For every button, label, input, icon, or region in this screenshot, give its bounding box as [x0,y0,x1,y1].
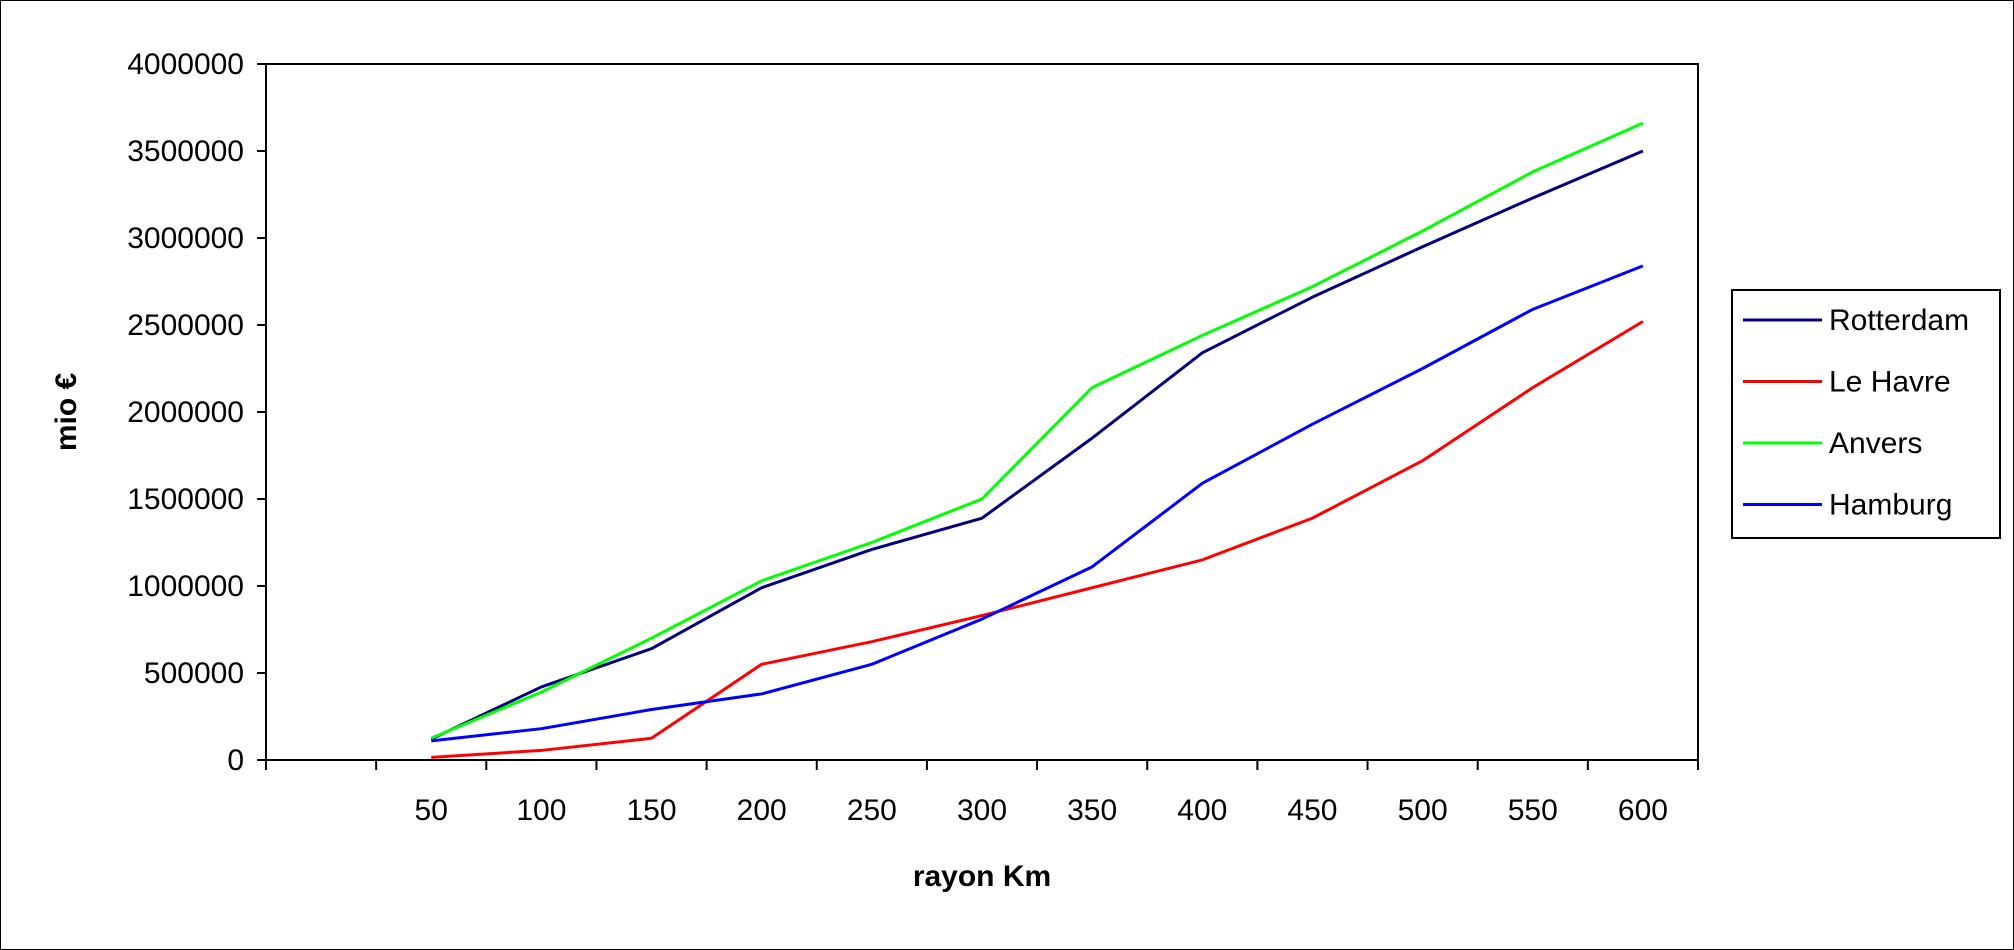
y-tick-label: 3000000 [127,222,244,255]
legend-box [1731,289,2001,539]
x-tick-label: 400 [1177,794,1227,827]
x-tick-label: 300 [957,794,1007,827]
y-tick-label: 2000000 [127,396,244,429]
plot-area [265,63,1699,761]
y-tick-label: 1000000 [127,570,244,603]
legend-label: Le Havre [1829,366,1951,399]
x-tick-label: 100 [516,794,566,827]
y-tick-label: 2500000 [127,309,244,342]
plot-border [265,63,1699,761]
series-lines [430,121,1644,759]
y-tick-label: 1500000 [127,483,244,516]
y-axis-ticks: 0 500000 1000000 1500000 2000000 2500000 30000… [127,48,266,777]
legend-label: Anvers [1829,427,1922,460]
x-tick-label: 250 [847,794,897,827]
x-tick-label: 600 [1618,794,1668,827]
y-axis-title: mio € [50,373,83,452]
series-line-rotterdam [430,149,1644,741]
x-tick-label: 450 [1287,794,1337,827]
series-line-le-havre [431,320,1644,759]
x-tick-label: 350 [1067,794,1117,827]
legend: Rotterdam Le Havre Anvers Hamburg [1731,289,2001,539]
y-tick-label: 500000 [144,657,244,690]
x-tick-label: 200 [737,794,787,827]
y-tick-label: 4000000 [127,48,244,81]
x-axis-title: rayon Km [913,860,1051,893]
y-tick-label: 0 [227,744,244,777]
y-tick-label: 3500000 [127,135,244,168]
x-axis-ticks: 50 100 150 200 250 300 350 400 450 500 550 600 [265,760,1699,827]
x-tick-label: 150 [627,794,677,827]
x-tick-label: 50 [415,794,448,827]
x-tick-label: 550 [1508,794,1558,827]
x-tick-label: 500 [1398,794,1448,827]
series-line-hamburg [431,264,1644,743]
legend-label: Rotterdam [1829,304,1969,337]
legend-label: Hamburg [1829,489,1952,522]
series-line-anvers [430,121,1644,740]
